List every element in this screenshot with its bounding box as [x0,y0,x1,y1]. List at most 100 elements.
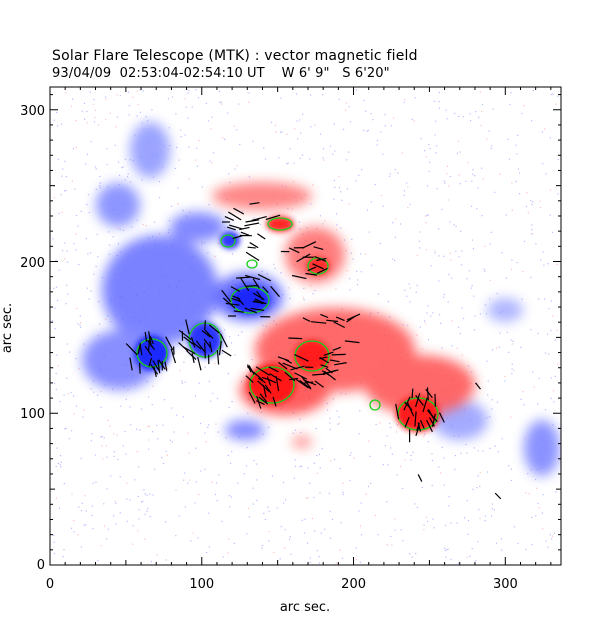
speckle [454,112,456,114]
speckle [411,556,413,558]
field-vector [333,321,345,329]
speckle [456,152,458,154]
speckle [484,270,486,272]
speckle [227,552,229,554]
field-vector [208,324,220,334]
speckle [545,173,547,175]
speckle [531,203,533,205]
field-vector [289,377,299,381]
speckle [289,148,291,150]
speckle [252,487,254,489]
figure-subtitle: 93/04/09 02:53:04-02:54:10 UT W 6' 9" S … [52,66,390,81]
speckle [192,532,194,534]
speckle [99,185,101,187]
speckle [472,173,474,175]
speckle [195,159,197,161]
speckle [204,432,206,434]
speckle [355,180,357,182]
field-vector [245,284,259,287]
speckle [472,248,474,250]
speckle [79,315,81,317]
speckle [106,456,108,458]
speckle [207,120,210,122]
speckle [103,503,105,505]
speckle [162,424,164,426]
speckle [409,553,411,555]
speckle [554,339,556,341]
speckle [513,526,516,528]
field-vector [326,319,339,323]
speckle [400,529,402,531]
speckle [326,403,328,405]
field-vector [178,342,189,352]
field-vector [233,310,244,313]
speckle [198,97,200,99]
speckle [294,128,296,130]
speckle [544,352,547,354]
speckle [237,334,240,337]
field-vector [416,422,420,431]
speckle [84,118,86,120]
speckle [65,303,67,305]
speckle [416,255,419,257]
speckle [542,494,544,496]
speckle [190,540,192,542]
speckle [485,313,488,315]
speckle [334,150,336,152]
speckle [188,178,190,180]
field-vector [269,373,282,382]
speckle [539,200,541,202]
field-vector [258,396,269,405]
speckle [510,479,513,481]
speckle [151,404,153,406]
speckle [116,94,118,96]
speckle [161,456,163,459]
speckle [309,158,311,160]
speckle [57,365,59,367]
speckle [178,159,180,161]
speckle [66,250,68,252]
speckle [78,263,80,266]
speckle [310,94,312,96]
contour [220,234,236,248]
speckle [536,487,538,489]
speckle [187,92,189,94]
speckle [117,227,119,229]
speckle [324,528,326,530]
field-vector [314,255,327,262]
speckle [284,529,286,531]
speckle [459,332,461,334]
speckle [64,160,66,162]
speckle [62,168,64,170]
speckle [267,506,269,508]
speckle [441,347,443,349]
speckle [291,208,294,210]
speckle [309,561,311,564]
speckle [129,499,131,501]
speckle [176,414,178,416]
speckle [169,439,171,441]
speckle [238,103,240,105]
speckle [554,375,556,377]
field-vector [425,388,433,399]
speckle [106,538,108,540]
field-vector [203,338,211,348]
speckle [158,181,160,183]
speckle [349,479,351,482]
speckle [444,524,447,526]
negative-region [170,212,226,242]
speckle [175,113,177,115]
speckle [473,447,475,449]
speckle [86,203,88,206]
speckle [377,534,379,536]
speckle [329,422,331,424]
speckle [246,465,248,467]
speckle [315,427,317,430]
speckle [222,556,224,558]
speckle [148,425,151,427]
speckle [541,512,544,514]
speckle [130,424,132,426]
speckle [75,358,77,360]
speckle [56,447,58,449]
